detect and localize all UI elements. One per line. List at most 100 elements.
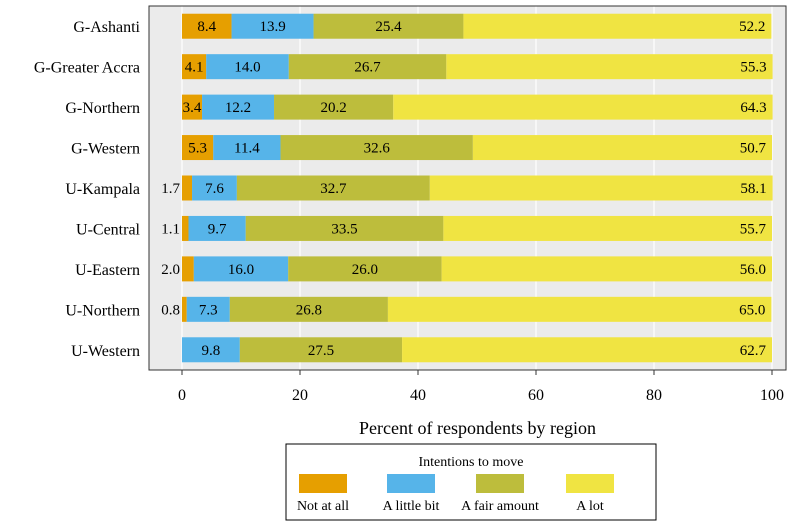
category-label: U-Western — [71, 343, 140, 360]
data-label: 62.7 — [740, 343, 767, 359]
category-label: G-Northern — [65, 100, 140, 117]
data-label: 26.8 — [296, 302, 322, 318]
data-label: 1.7 — [161, 181, 180, 197]
data-label: 26.0 — [352, 262, 378, 278]
bar-segment — [245, 215, 444, 241]
legend-key — [387, 474, 435, 493]
data-label: 1.1 — [161, 221, 180, 237]
data-label: 5.3 — [188, 141, 207, 157]
data-label: 14.0 — [234, 60, 260, 76]
bar-segment — [463, 13, 772, 39]
category-label: U-Kampala — [65, 181, 140, 198]
legend-label: A fair amount — [461, 499, 539, 514]
data-label: 27.5 — [308, 343, 334, 359]
legend-key — [566, 474, 614, 493]
data-label: 26.7 — [354, 60, 381, 76]
data-label: 3.4 — [183, 100, 202, 116]
data-label: 7.3 — [199, 302, 218, 318]
data-label: 20.2 — [321, 100, 347, 116]
x-tick-label: 40 — [410, 387, 426, 404]
data-label: 52.2 — [739, 19, 765, 35]
legend-key — [299, 474, 347, 493]
bar-segment — [443, 215, 772, 241]
category-label: G-Ashanti — [73, 19, 140, 36]
category-label: G-Western — [71, 141, 140, 158]
data-label: 13.9 — [259, 19, 285, 35]
data-label: 7.6 — [205, 181, 224, 197]
x-tick-label: 100 — [760, 387, 784, 404]
bar-segment — [206, 54, 289, 80]
legend-key — [476, 474, 524, 493]
bar-segment — [239, 337, 403, 363]
data-label: 64.3 — [740, 100, 766, 116]
bar-segment — [313, 13, 464, 39]
bar-segment — [288, 256, 442, 282]
legend: Intentions to move Not at all A little bi… — [285, 443, 657, 521]
bar-segment — [472, 135, 772, 161]
bar-segment — [182, 256, 194, 282]
data-label: 50.7 — [740, 141, 767, 157]
bar-segment — [192, 175, 237, 201]
x-tick-label: 80 — [646, 387, 662, 404]
bar-segment — [182, 296, 187, 322]
data-label: 9.7 — [208, 221, 227, 237]
data-label: 12.2 — [225, 100, 251, 116]
bar-segment — [193, 256, 289, 282]
bar-segment — [188, 215, 246, 241]
x-axis-title: Percent of respondents by region — [359, 418, 596, 438]
bar-segment — [182, 135, 214, 161]
bar-segment — [182, 337, 240, 363]
data-label: 25.4 — [375, 19, 402, 35]
category-label: G-Greater Accra — [34, 60, 140, 77]
data-label: 4.1 — [185, 60, 204, 76]
category-label: U-Central — [76, 221, 141, 238]
bar-segment — [213, 135, 281, 161]
data-label: 65.0 — [739, 302, 765, 318]
bar-segment — [402, 337, 772, 363]
bar-segment — [446, 54, 773, 80]
bar-segment — [274, 94, 394, 120]
legend-label: A little bit — [383, 499, 440, 514]
data-label: 55.7 — [740, 221, 767, 237]
bar-segment — [441, 256, 772, 282]
bar-segment — [202, 94, 275, 120]
legend-title: Intentions to move — [419, 455, 524, 470]
x-tick-label: 0 — [178, 387, 186, 404]
data-label: 8.4 — [197, 19, 216, 35]
data-label: 33.5 — [331, 221, 357, 237]
data-label: 32.6 — [364, 141, 391, 157]
bar-segment — [182, 54, 207, 80]
data-label: 56.0 — [740, 262, 766, 278]
bar-segment — [186, 296, 230, 322]
bar-segment — [429, 175, 773, 201]
bar-segment — [182, 94, 203, 120]
category-label: U-Northern — [65, 302, 140, 319]
data-label: 32.7 — [320, 181, 347, 197]
bar-segment — [231, 13, 314, 39]
plot-frame — [148, 5, 787, 371]
bar-segment — [182, 175, 193, 201]
data-label: 2.0 — [161, 262, 180, 278]
data-label: 0.8 — [161, 302, 180, 318]
bar-segment — [182, 13, 232, 39]
data-label: 11.4 — [234, 141, 260, 157]
x-axis: 0 20 40 60 80 100 — [178, 370, 784, 404]
bar-segment — [288, 54, 447, 80]
bar-segment — [280, 135, 473, 161]
legend-label: Not at all — [297, 499, 349, 514]
legend-label: A lot — [576, 499, 604, 514]
x-tick-label: 60 — [528, 387, 544, 404]
bar-segment — [229, 296, 388, 322]
legend-items: Not at all A little bit A fair amount A lot — [297, 474, 614, 514]
data-label: 9.8 — [202, 343, 221, 359]
data-label: 16.0 — [228, 262, 254, 278]
bar-segment — [387, 296, 772, 322]
category-label: U-Eastern — [75, 262, 140, 279]
x-tick-label: 20 — [292, 387, 308, 404]
bar-segment — [236, 175, 430, 201]
bars: 8.4 13.9 25.4 52.2 4.1 14.0 26.7 55.3 3.4 12.2 20.… — [161, 13, 773, 363]
data-label: 55.3 — [740, 60, 766, 76]
data-label: 58.1 — [740, 181, 766, 197]
category-labels: G-Ashanti G-Greater Accra G-Northern G-West… — [34, 19, 141, 360]
